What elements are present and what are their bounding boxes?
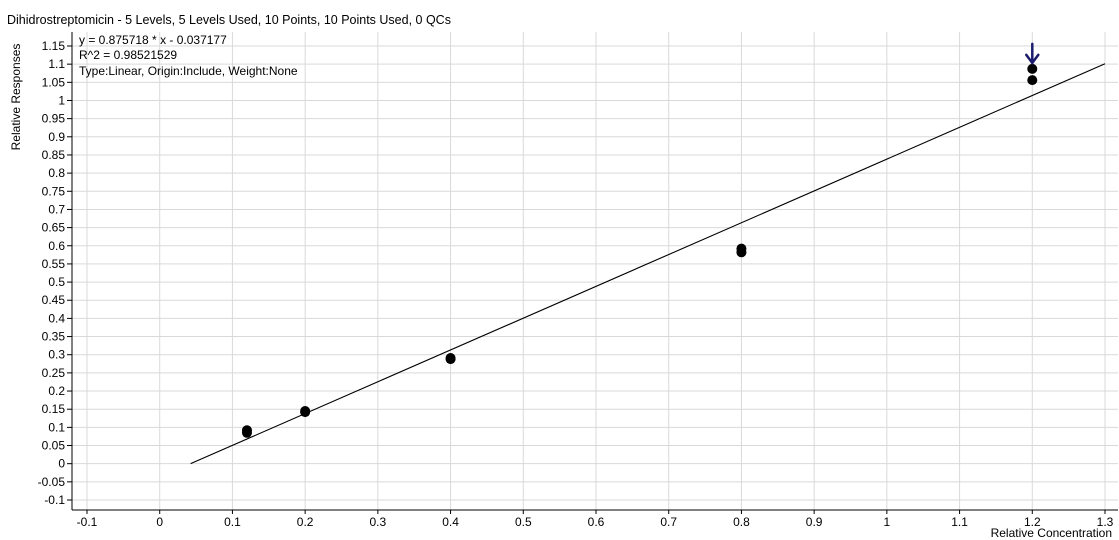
data-point[interactable] (445, 354, 456, 365)
x-tick-label: 0.9 (806, 515, 823, 529)
y-tick-label: 0.95 (42, 112, 66, 126)
equation-box: y = 0.875718 * x - 0.037177 R^2 = 0.9852… (79, 33, 298, 78)
x-tick-label: -0.1 (77, 515, 98, 529)
x-tick-label: 0.2 (297, 515, 314, 529)
x-axis-label: Relative Concentration (991, 526, 1112, 540)
x-tick-label: 0 (156, 515, 163, 529)
y-tick-label: 0.75 (42, 184, 66, 198)
y-tick-label: 0.3 (48, 348, 65, 362)
y-tick-label: 0.15 (42, 402, 66, 416)
chart-title: Dihidrostreptomicin - 5 Levels, 5 Levels… (7, 13, 451, 27)
x-tick-label: 0.6 (588, 515, 605, 529)
data-point[interactable] (736, 247, 747, 258)
y-tick-label: 0.85 (42, 148, 66, 162)
x-tick-label: 1.1 (951, 515, 968, 529)
y-tick-label: 1 (58, 93, 65, 107)
data-point[interactable] (1027, 63, 1038, 74)
x-tick-label: 0.3 (370, 515, 387, 529)
data-points (241, 63, 1038, 438)
regression-line-layer (190, 63, 1106, 465)
y-tick-label: 0.7 (48, 202, 65, 216)
y-tick-label: 0.55 (42, 257, 66, 271)
y-tick-label: 0.8 (48, 166, 65, 180)
data-point[interactable] (241, 427, 252, 438)
y-tick-label: 0.25 (42, 366, 66, 380)
y-tick-label: 0.2 (48, 384, 65, 398)
y-tick-label: 0.4 (48, 311, 65, 325)
x-tick-label: 1.2 (1024, 515, 1041, 529)
r-squared-line: R^2 = 0.98521529 (79, 48, 177, 62)
x-tick-label: 1.3 (1097, 515, 1114, 529)
y-tick-label: 0.1 (48, 420, 65, 434)
y-tick-label: 1.1 (48, 57, 65, 71)
equation-line: y = 0.875718 * x - 0.037177 (79, 33, 227, 47)
fit-type-line: Type:Linear, Origin:Include, Weight:None (79, 64, 298, 78)
x-tick-label: 1 (884, 515, 891, 529)
x-tick-label: 0.5 (515, 515, 532, 529)
x-tick-label: 0.8 (733, 515, 750, 529)
y-tick-label: 0 (58, 457, 65, 471)
y-tick-label: 0.45 (42, 293, 66, 307)
x-tick-label: 0.7 (660, 515, 677, 529)
y-tick-label: 0.9 (48, 130, 65, 144)
y-tick-label: 1.15 (42, 39, 66, 53)
data-point[interactable] (1027, 75, 1038, 86)
data-point[interactable] (300, 407, 311, 418)
x-tick-label: 0.4 (442, 515, 459, 529)
y-tick-label: 0.65 (42, 221, 66, 235)
grid (72, 32, 1118, 510)
y-tick-label: -0.1 (44, 493, 65, 507)
y-tick-label: -0.05 (38, 475, 66, 489)
regression-line (190, 63, 1106, 465)
axes: -0.1 -0.05 0 0.05 0.1 0.15 0.2 0.25 0.3 0.35 0.4 0.… (38, 32, 1118, 529)
y-tick-label: 0.6 (48, 239, 65, 253)
arrow-head (1025, 53, 1040, 65)
y-tick-label: 1.05 (42, 75, 66, 89)
y-tick-label: 0.35 (42, 330, 66, 344)
y-tick-label: 0.5 (48, 275, 65, 289)
down-arrow-icon (1025, 42, 1040, 65)
y-axis-label: Relative Responses (9, 44, 23, 151)
y-tick-label: 0.05 (42, 439, 66, 453)
marker-layer (1025, 42, 1040, 65)
x-tick-label: 0.1 (224, 515, 241, 529)
